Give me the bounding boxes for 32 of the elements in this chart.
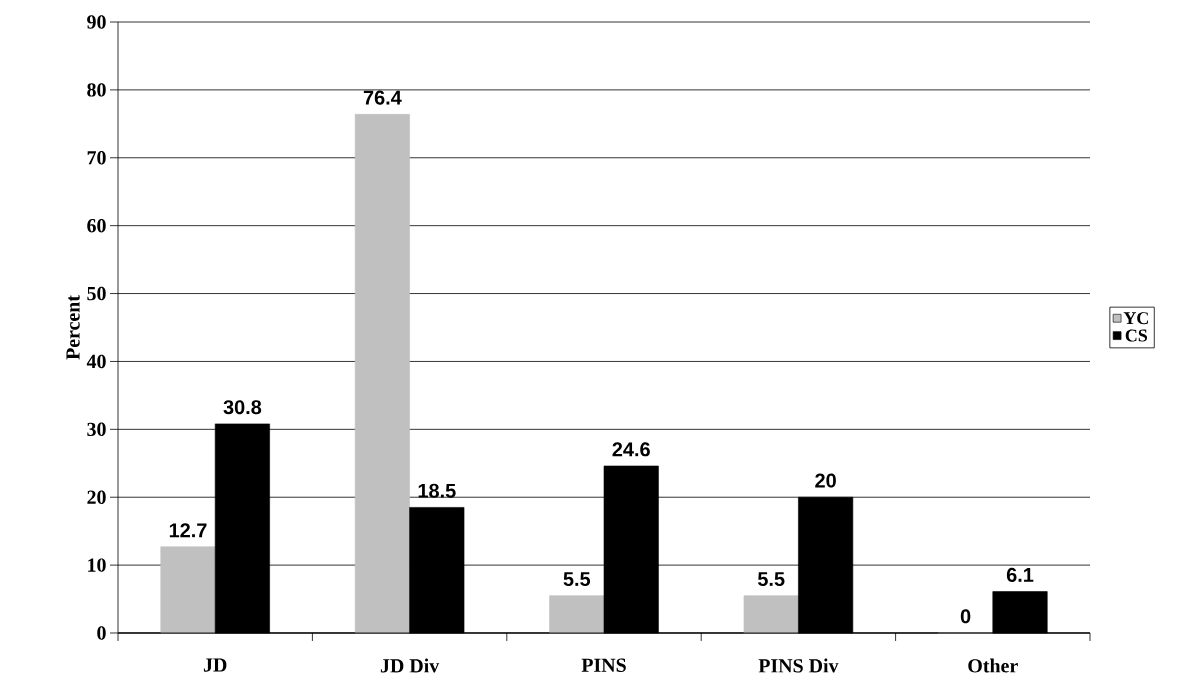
x-tick-label: Other — [968, 658, 1018, 673]
bar — [549, 595, 605, 634]
data-label: 30.8 — [223, 400, 262, 415]
y-tick-label: 40 — [86, 354, 106, 369]
y-tick-label: 20 — [87, 490, 106, 504]
y-tick-label: 60 — [87, 219, 106, 233]
data-label: 76.4 — [363, 90, 402, 105]
data-label: 18.5 — [418, 483, 456, 498]
x-tick-label: JD Div — [380, 658, 440, 673]
x-tick-label: PINS — [581, 658, 626, 672]
bar — [354, 114, 410, 634]
data-label: 24.6 — [612, 442, 650, 457]
y-tick-label: 90 — [87, 15, 106, 29]
y-axis-title: Percent — [66, 295, 80, 360]
data-label: 0 — [960, 609, 971, 624]
legend-label: YC — [1123, 312, 1148, 325]
y-tick-label: 0 — [97, 626, 106, 640]
bar — [160, 546, 216, 634]
data-label: 6.1 — [1006, 567, 1034, 583]
bar — [743, 595, 799, 634]
data-label: 5.5 — [757, 572, 785, 587]
legend-label: CS — [1125, 329, 1148, 342]
y-tick-label: 70 — [87, 151, 106, 165]
y-tick-label: 30 — [87, 422, 106, 437]
y-tick-label: 80 — [87, 83, 106, 97]
data-label: 20 — [815, 473, 836, 488]
data-label: 5.5 — [563, 572, 591, 587]
x-tick-label: PINS Div — [758, 658, 839, 673]
x-tick-label: JD — [203, 658, 227, 672]
y-tick-label: 50 — [87, 286, 106, 301]
data-label: 12.7 — [169, 523, 207, 538]
y-tick-label: 10 — [88, 558, 106, 572]
